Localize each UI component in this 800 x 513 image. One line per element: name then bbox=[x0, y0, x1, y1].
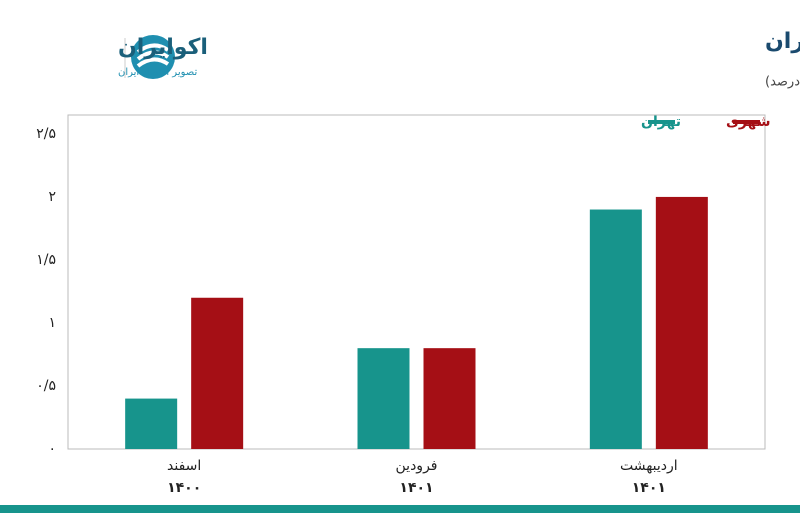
plot-frame bbox=[67, 114, 766, 450]
logo: اکوایران تصویر اقتصاد ایران bbox=[118, 35, 208, 79]
bar bbox=[655, 196, 708, 449]
y-tick-label: ۲ bbox=[48, 189, 56, 205]
x-tick-label: ۱۴۰۱ bbox=[399, 480, 433, 496]
legend-label: تهران bbox=[641, 114, 681, 130]
y-tick-label: ۲/۵ bbox=[36, 126, 56, 142]
bottom-strip bbox=[0, 505, 800, 513]
y-tick-label: ۰ bbox=[48, 441, 56, 457]
bar bbox=[125, 398, 178, 449]
x-tick-label: ۱۴۰۰ bbox=[167, 480, 201, 496]
brand-name: اکوایران bbox=[118, 35, 208, 60]
chart-subtitle: (واحد: درصد) bbox=[765, 75, 800, 90]
bar bbox=[423, 348, 476, 449]
y-tick-label: ۰/۵ bbox=[36, 378, 56, 394]
chart-title: روند تورم ماهانه اجاره درنقاط شهری و تهر… bbox=[765, 29, 800, 54]
x-tick-label: اسفند bbox=[167, 458, 201, 474]
y-tick-label: ۱ bbox=[48, 315, 56, 331]
bar bbox=[357, 348, 410, 449]
legend-label: شهری bbox=[726, 114, 771, 130]
x-tick-label: ۱۴۰۱ bbox=[632, 480, 666, 496]
logo-stripes bbox=[136, 43, 170, 68]
brand-tagline: تصویر اقتصاد ایران bbox=[118, 67, 197, 78]
y-tick-label: ۱/۵ bbox=[36, 252, 56, 268]
bar bbox=[191, 297, 244, 449]
x-tick-label: فرودین bbox=[396, 458, 438, 474]
bar bbox=[589, 209, 642, 449]
x-tick-label: اردیبهشت bbox=[620, 458, 678, 474]
